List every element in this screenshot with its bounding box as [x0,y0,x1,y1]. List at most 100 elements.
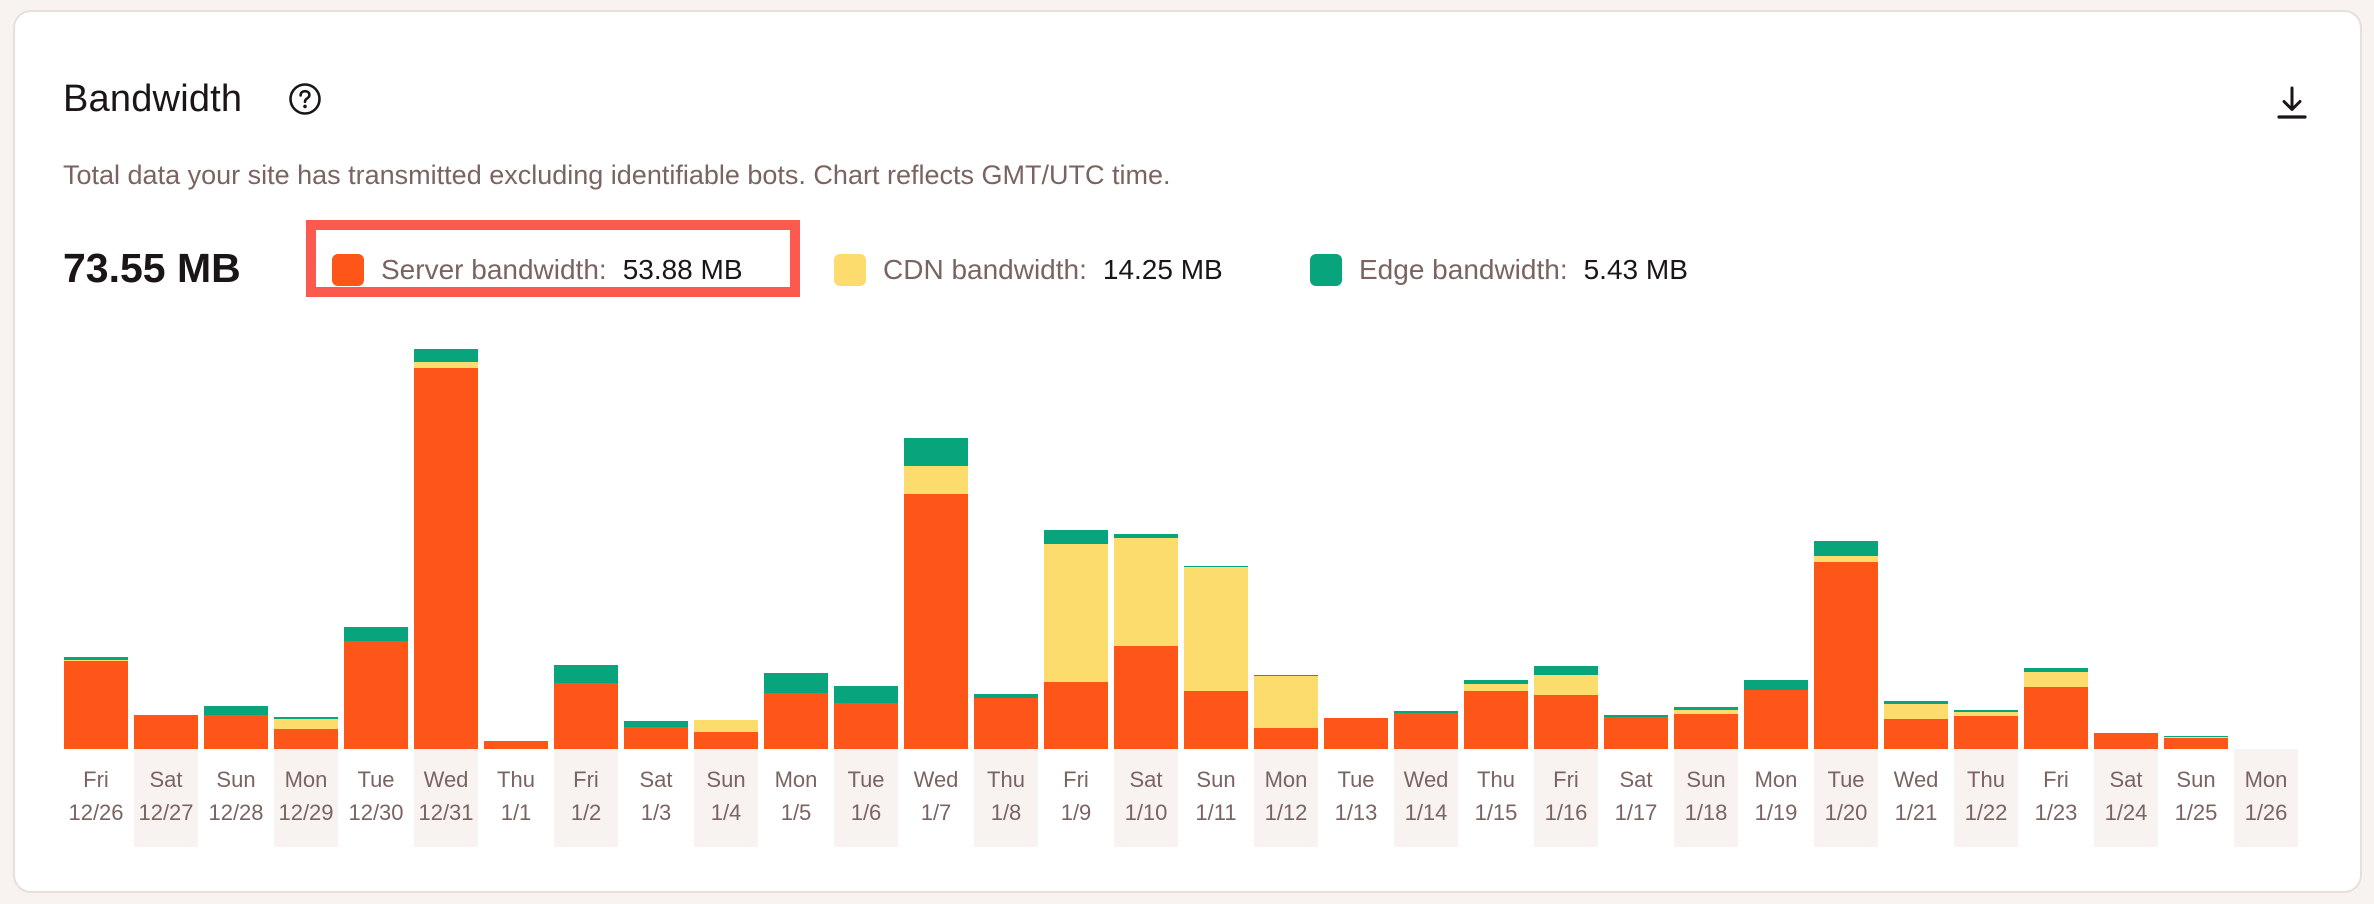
x-axis-label: Sat 1/17 [1600,749,1672,847]
stacked-bar[interactable] [414,349,478,749]
bar-column[interactable]: Tue 12/30 [344,312,408,847]
edge-segment [834,686,898,703]
x-axis-label: Mon 1/19 [1740,749,1812,847]
x-date-label: 1/8 [990,800,1022,825]
stacked-bar[interactable] [484,741,548,749]
stacked-bar[interactable] [764,673,828,749]
x-day-label: Sat [2109,767,2143,792]
cdn-segment [414,362,478,368]
x-date-label: 1/23 [2034,800,2078,825]
bar-column[interactable]: Mon 12/29 [274,312,338,847]
x-axis-label: Sun 1/11 [1180,749,1252,847]
bar-column[interactable]: Mon 1/5 [764,312,828,847]
server-segment [134,715,198,749]
bar-column[interactable]: Thu 1/15 [1464,312,1528,847]
stacked-bar[interactable] [64,657,128,749]
bar-column[interactable]: Fri 1/9 [1044,312,1108,847]
x-day-label: Tue [1337,767,1375,792]
server-segment [1744,690,1808,749]
server-segment [274,729,338,749]
stacked-bar[interactable] [134,715,198,749]
bar-column[interactable]: Sun 1/18 [1674,312,1738,847]
bar-column[interactable]: Wed 1/14 [1394,312,1458,847]
bar-column[interactable]: Thu 1/22 [1954,312,2018,847]
bar-column[interactable]: Wed 1/7 [904,312,968,847]
x-axis-label: Mon 1/12 [1250,749,1322,847]
card-subtitle: Total data your site has transmitted exc… [63,160,1171,190]
server-segment [2164,738,2228,749]
bar-column[interactable]: Tue 1/13 [1324,312,1388,847]
edge-segment [764,673,828,693]
bar-column[interactable]: Wed 12/31 [414,312,478,847]
card-title: Bandwidth [63,78,243,120]
bar-column[interactable]: Thu 1/1 [484,312,548,847]
bar-column[interactable]: Fri 1/16 [1534,312,1598,847]
x-day-label: Sat [639,767,673,792]
stacked-bar[interactable] [1114,534,1178,749]
bar-column[interactable]: Tue 1/6 [834,312,898,847]
legend-server-bandwidth[interactable]: Server bandwidth: 53.88 MB [332,250,743,290]
legend-value: 53.88 MB [622,254,743,285]
bar-column[interactable]: Wed 1/21 [1884,312,1948,847]
column-shade [1114,749,1178,847]
bar-column[interactable]: Fri 12/26 [64,312,128,847]
server-segment [1534,695,1598,749]
stacked-bar[interactable] [1534,666,1598,749]
bar-column[interactable]: Sat 1/10 [1114,312,1178,847]
x-axis-label: Sun 1/25 [2160,749,2232,847]
stacked-bar[interactable] [2024,668,2088,749]
legend-edge-bandwidth[interactable]: Edge bandwidth: 5.43 MB [1310,250,1688,290]
stacked-bar[interactable] [1324,718,1388,749]
bar-column[interactable]: Fri 1/23 [2024,312,2088,847]
bar-column[interactable]: Sat 1/24 [2094,312,2158,847]
stacked-bar[interactable] [1044,530,1108,749]
bar-column[interactable]: Thu 1/8 [974,312,1038,847]
cdn-segment [1254,676,1318,728]
stacked-bar[interactable] [1604,715,1668,749]
column-shade [1254,749,1318,847]
bar-column[interactable]: Sat 1/17 [1604,312,1668,847]
stacked-bar[interactable] [1884,701,1948,749]
question-circle-icon[interactable] [288,82,322,116]
stacked-bar[interactable] [2094,733,2158,749]
stacked-bar[interactable] [1814,541,1878,749]
stacked-bar[interactable] [1394,711,1458,749]
stacked-bar[interactable] [344,627,408,749]
stacked-bar[interactable] [554,665,618,749]
stacked-bar[interactable] [904,438,968,749]
x-date-label: 1/16 [1544,800,1588,825]
stacked-bar[interactable] [1184,566,1248,749]
stacked-bar[interactable] [1464,680,1528,749]
stacked-bar[interactable] [834,686,898,749]
stacked-bar[interactable] [274,717,338,749]
stacked-bar[interactable] [1954,710,2018,749]
bar-column[interactable]: Sat 12/27 [134,312,198,847]
bar-column[interactable]: Mon 1/26 [2234,312,2298,847]
bar-column[interactable]: Sun 1/25 [2164,312,2228,847]
stacked-bar[interactable] [974,694,1038,749]
bar-column[interactable]: Sun 1/11 [1184,312,1248,847]
bar-column[interactable]: Sat 1/3 [624,312,688,847]
stacked-bar[interactable] [2164,736,2228,749]
bar-column[interactable]: Mon 1/19 [1744,312,1808,847]
x-date-label: 1/22 [1964,800,2008,825]
edge-segment [1464,680,1528,684]
bar-column[interactable]: Sun 1/4 [694,312,758,847]
bar-column[interactable]: Mon 1/12 [1254,312,1318,847]
x-day-label: Fri [573,767,599,792]
bar-column[interactable]: Tue 1/20 [1814,312,1878,847]
column-shade [554,749,618,847]
stacked-bar[interactable] [1254,675,1318,749]
bar-column[interactable]: Sun 12/28 [204,312,268,847]
legend-cdn-bandwidth[interactable]: CDN bandwidth: 14.25 MB [834,250,1223,290]
x-day-label: Mon [1754,767,1798,792]
stacked-bar[interactable] [204,706,268,749]
stacked-bar[interactable] [624,721,688,749]
column-shade [694,749,758,847]
bar-column[interactable]: Fri 1/2 [554,312,618,847]
stacked-bar[interactable] [1674,707,1738,749]
server-segment [344,641,408,749]
stacked-bar[interactable] [694,720,758,749]
download-icon[interactable] [2275,84,2309,122]
stacked-bar[interactable] [1744,680,1808,749]
